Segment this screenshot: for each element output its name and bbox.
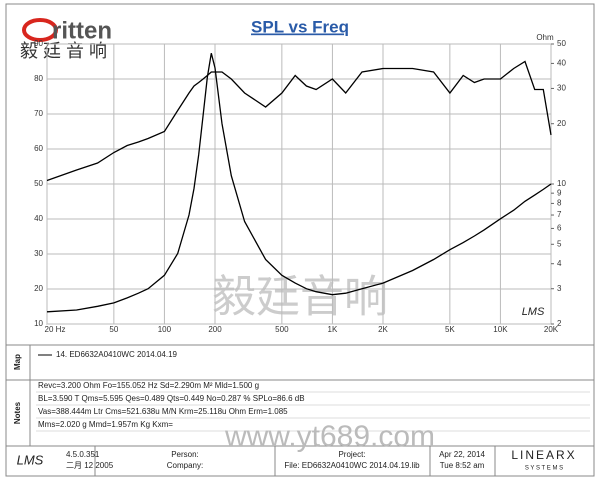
logo-cn: 毅 廷 音 响 [20,41,107,61]
date: Apr 22, 2014 [439,450,485,459]
x-tick-label: 200 [208,325,222,334]
x-tick-label: 50 [109,325,118,334]
y2-tick-label: 20 [557,119,566,128]
time: Tue 8:52 am [440,461,485,470]
frame [5,3,595,477]
person: Person: [171,450,199,459]
x-tick-label: 500 [275,325,289,334]
y2-tick-label: 30 [557,84,566,93]
note-line: Vas=388.444m Ltr Cms=521.638u M/N Krm=25… [38,407,288,416]
build-date: 二月 12 2005 [66,461,114,470]
logo-mark [22,18,58,42]
y-tick-label: 80 [34,74,43,83]
note-line: Revc=3.200 Ohm Fo=155.052 Hz Sd=2.290m M… [38,381,259,390]
y-tick-label: 90 [34,39,43,48]
x-tick-label: 20 Hz [45,325,66,334]
chart-title: SPL vs Freq [251,17,349,36]
map-label: Map [13,354,22,370]
legend-entry: 14. ED6632A0410WC 2014.04.19 [56,350,178,359]
y-tick-label: 70 [34,109,43,118]
y2-tick-label: 3 [557,284,562,293]
data-line [46,53,552,313]
y-tick-label: 20 [34,284,43,293]
x-tick-label: 20K [544,325,559,334]
y-tick-label: 30 [34,249,43,258]
brand-sub: S Y S T E M S [525,466,563,472]
y2-tick-label: 10 [557,179,566,188]
y2-tick-label: 8 [557,199,562,208]
company: Company: [167,461,203,470]
x-tick-label: 2K [378,325,388,334]
note-line: BL=3.590 T Qms=5.595 Qes=0.489 Qts=0.449… [38,394,305,403]
logo-text: ritten [52,17,112,44]
x-tick-label: 1K [328,325,338,334]
y2-tick-label: 5 [557,239,562,248]
y2-tick-label: 40 [557,59,566,68]
x-tick-label: 100 [158,325,172,334]
y2-tick-label: 4 [557,259,562,268]
x-tick-label: 10K [493,325,508,334]
project: Project: [338,450,365,459]
file: File: ED6632A0410WC 2014.04.19.lib [284,461,420,470]
footer-logo: LMS [17,452,44,467]
plot-logo: LMS [522,306,545,318]
y2-tick-label: 9 [557,188,562,197]
y2-axis-label: Ohm [536,33,554,42]
note-line: Mms=2.020 g Mmd=1.957m Kg Kxm= [38,420,173,429]
y2-tick-label: 2 [557,319,562,328]
y-tick-label: 10 [34,319,43,328]
y2-tick-label: 6 [557,224,562,233]
version: 4.5.0.351 [66,450,100,459]
x-tick-label: 5K [445,325,455,334]
y-tick-label: 50 [34,179,43,188]
y2-tick-label: 50 [557,39,566,48]
brand: LINEARX [511,448,576,462]
y2-tick-label: 7 [557,210,562,219]
y-tick-label: 60 [34,144,43,153]
watermark-url: www.yt689.com [224,420,435,453]
data-line [46,60,552,182]
watermark: 毅廷音响 [212,272,388,323]
notes-label: Notes [13,401,22,424]
y-tick-label: 40 [34,214,43,223]
